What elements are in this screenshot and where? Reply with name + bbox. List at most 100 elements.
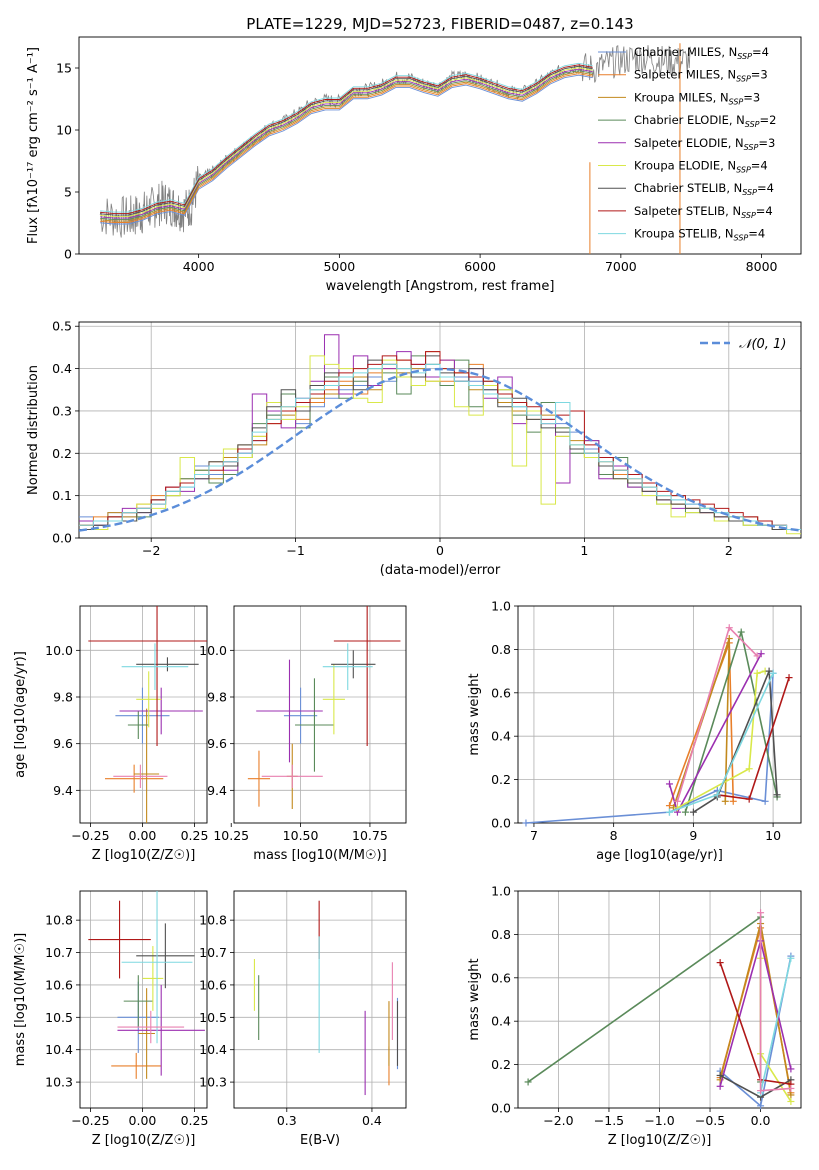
plot-frame (233, 605, 407, 824)
plot-frame (517, 890, 802, 1109)
legend-label: Chabrier STELIB, N (634, 181, 742, 195)
y-tick-label: 9.6 (53, 736, 73, 751)
age-vs-Z-plot-area (88, 606, 207, 823)
spectrum-plot-area (99, 43, 691, 254)
y-tick-label: 10.3 (45, 1075, 73, 1090)
x-axis-label: E(B-V) (300, 1133, 340, 1148)
legend-tail: =4 (756, 204, 773, 218)
x-tick-label: −1.0 (644, 1113, 674, 1128)
gaussian-curve (79, 367, 801, 532)
mass-vs-Z-plot-area (88, 891, 205, 1079)
x-tick-label: 6000 (464, 259, 496, 274)
x-tick-label: 0.4 (362, 1113, 382, 1128)
y-tick-label: 0.8 (491, 642, 511, 657)
x-tick-label: 2 (725, 543, 733, 558)
y-tick-label: 10.7 (45, 945, 73, 960)
plot-frame (233, 890, 407, 1109)
x-axis-label: wavelength [Angstrom, rest frame] (326, 279, 555, 294)
legend-label: Salpeter MILES, N (634, 68, 736, 82)
y-tick-label: 0 (64, 247, 72, 262)
legend-entry-5: Salpeter ELODIE, NSSP=3 (634, 136, 775, 152)
x-axis-label: Z [log10(Z/Z☉)] (92, 1133, 196, 1148)
y-tick-label: 10.4 (45, 1042, 73, 1057)
x-axis-label: mass [log10(M/M☉)] (253, 848, 386, 863)
y-tick-label: 5 (64, 185, 72, 200)
model-line-2 (100, 73, 593, 223)
panel-residuals: −2 −1 0 1 2 0.0 0.1 0.2 0.3 0.4 0.5 (data-model)/er… (26, 319, 802, 578)
x-tick-label: 5000 (323, 259, 355, 274)
x-tick-label: 1 (580, 543, 588, 558)
legend-sub: SSP (741, 211, 756, 220)
legend-sub: SSP (736, 166, 751, 175)
y-tick-label: 9.6 (207, 736, 227, 751)
y-tick-label: 9.8 (207, 690, 227, 705)
panel-age-vs-Z: −0.25 0.00 0.25 9.4 9.6 9.8 10.0 Z [log10(Z/Z☉)… (13, 605, 208, 863)
y-tick-label: 10.0 (199, 643, 227, 658)
model-line-9 (100, 62, 593, 213)
x-tick-label: −0.25 (71, 828, 109, 843)
x-tick-label: −0.5 (695, 1113, 725, 1128)
y-tick-label: 9.8 (53, 690, 73, 705)
legend-label: Kroupa STELIB, N (634, 227, 734, 241)
legend-entry-2: Salpeter MILES, NSSP=3 (634, 68, 768, 84)
model-line-6 (100, 67, 593, 218)
legend-tail: =3 (743, 90, 760, 104)
panel-spectrum: 4000 5000 6000 7000 8000 0 5 10 15 wavelength [An… (26, 36, 802, 294)
y-tick-label: 0.5 (52, 319, 72, 334)
y-tick-label: 0.1 (52, 488, 72, 503)
y-axis-label: mass weight (467, 673, 482, 755)
legend-tail: =2 (760, 113, 777, 127)
y-tick-label: 1.0 (491, 599, 511, 614)
y-tick-label: 10.6 (199, 977, 227, 992)
y-tick-label: 0.3 (52, 403, 72, 418)
weight-line-9 (759, 958, 792, 1093)
x-tick-label: 7 (530, 828, 538, 843)
x-tick-label: 7000 (605, 259, 637, 274)
y-tick-label: 10 (56, 123, 72, 138)
legend-sub: SSP (745, 120, 760, 129)
y-tick-label: 10.7 (199, 945, 227, 960)
model-line-8 (100, 64, 593, 215)
y-axis-label: mass weight (467, 958, 482, 1040)
y-tick-label: 0.4 (52, 361, 72, 376)
weight-line-6 (677, 670, 766, 809)
y-tick-label: 1.0 (491, 884, 511, 899)
legend-sub: SSP (736, 75, 751, 84)
plot-frame (78, 321, 802, 539)
legend-tail: =4 (751, 159, 768, 173)
plot-frame (78, 36, 802, 255)
y-tick-label: 0.2 (491, 772, 511, 787)
x-tick-label: 8000 (746, 259, 778, 274)
x-tick-label: 0.3 (277, 1113, 297, 1128)
legend-sub: SSP (729, 97, 744, 106)
y-tick-label: 0.0 (52, 531, 72, 546)
histogram-step-7 (79, 355, 801, 531)
plot-frame (79, 890, 208, 1109)
y-tick-label: 15 (56, 61, 72, 76)
x-tick-label: −1.5 (594, 1113, 624, 1128)
gaussian-legend-label: 𝒩(0, 1) (739, 337, 786, 352)
x-tick-label: 0.0 (751, 1113, 771, 1128)
legend-entry-6: Kroupa ELODIE, NSSP=4 (634, 159, 768, 175)
model-line-7 (100, 65, 593, 216)
x-axis-label: age [log10(age/yr)] (596, 848, 723, 863)
legend-label: Salpeter ELODIE, N (634, 136, 744, 150)
y-tick-label: 10.0 (45, 643, 73, 658)
x-tick-label: 8 (610, 828, 618, 843)
panel-mass-vs-ebv: 0.3 0.4 10.3 10.4 10.5 10.6 10.7 10.8 E(B-V) (199, 890, 407, 1148)
y-tick-label: 0.4 (491, 1014, 511, 1029)
y-tick-label: 10.6 (45, 977, 73, 992)
legend-tail: =4 (757, 181, 774, 195)
weight-line-1 (525, 673, 774, 824)
legend-tail: =4 (752, 45, 769, 59)
y-tick-label: 0.6 (491, 685, 511, 700)
plot-frame (79, 605, 208, 824)
y-tick-label: 0.6 (491, 970, 511, 985)
x-axis-label: Z [log10(Z/Z☉)] (608, 1133, 712, 1148)
plot-frame (517, 605, 802, 824)
y-tick-label: 10.5 (45, 1010, 73, 1025)
x-tick-label: 10.50 (283, 828, 319, 843)
panel-mass-vs-Z: −0.25 0.00 0.25 10.3 10.4 10.5 10.6 10.7 10.8 Z [… (13, 890, 208, 1148)
y-tick-label: 0.0 (491, 816, 511, 831)
